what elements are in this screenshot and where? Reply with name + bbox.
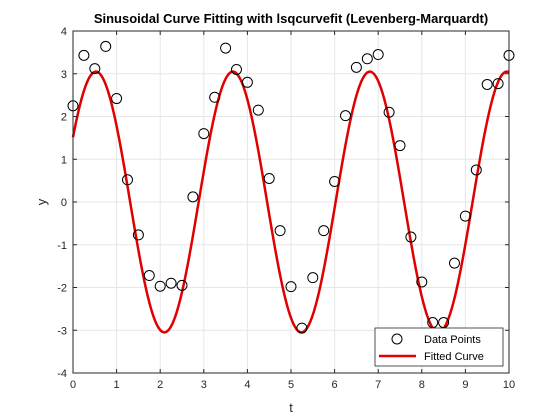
- y-tick-label: -2: [57, 283, 67, 295]
- data-point: [383, 106, 395, 118]
- data-point: [231, 63, 242, 75]
- x-tick-label: 1: [114, 379, 120, 391]
- data-point: [154, 280, 166, 292]
- data-point: [252, 104, 264, 116]
- x-tick-label: 2: [157, 379, 163, 391]
- data-point: [449, 257, 460, 269]
- x-tick-label: 10: [503, 379, 515, 391]
- legend: Data Points Fitted Curve: [374, 327, 504, 367]
- x-tick-label: 0: [70, 379, 76, 391]
- legend-label-data-points: Data Points: [424, 334, 481, 346]
- axis-ticks: [72, 30, 510, 374]
- x-tick-label: 9: [462, 379, 468, 391]
- y-axis-title: y: [34, 198, 49, 205]
- data-point: [438, 317, 450, 329]
- data-point: [427, 317, 439, 329]
- tick-labels: 0 1 2 3 4 5 6 7 8 9 10 -4 -3 -2 -1 0 1 2 3 4: [57, 26, 515, 391]
- data-point: [100, 40, 112, 52]
- data-point: [198, 128, 210, 140]
- data-point: [274, 225, 286, 237]
- data-point: [220, 42, 232, 54]
- data-point: [394, 140, 406, 152]
- data-point: [340, 110, 351, 122]
- data-point: [176, 279, 188, 291]
- x-tick-label: 4: [244, 379, 250, 391]
- legend-marker-data-points: [391, 333, 403, 345]
- data-point: [470, 164, 482, 176]
- data-point: [307, 272, 319, 284]
- x-axis-title: t: [289, 400, 293, 415]
- data-point: [165, 277, 177, 289]
- data-point: [361, 53, 373, 65]
- data-point: [143, 270, 155, 282]
- x-tick-label: 6: [332, 379, 338, 391]
- data-point: [296, 322, 308, 334]
- data-point: [78, 49, 90, 61]
- data-point: [350, 61, 362, 73]
- x-tick-label: 5: [288, 379, 294, 391]
- y-tick-label: -4: [57, 368, 67, 380]
- data-point: [241, 76, 253, 88]
- data-point: [405, 231, 417, 243]
- data-point: [122, 174, 133, 186]
- data-point: [111, 93, 123, 105]
- data-point: [372, 49, 384, 61]
- x-tick-label: 8: [419, 379, 425, 391]
- data-point: [187, 191, 199, 203]
- data-point: [318, 225, 330, 237]
- grid: [73, 31, 509, 373]
- data-point: [209, 91, 221, 103]
- x-tick-label: 7: [375, 379, 381, 391]
- data-point: [329, 175, 341, 187]
- data-point: [481, 78, 493, 90]
- y-tick-label: 1: [61, 154, 67, 166]
- y-tick-label: 3: [61, 69, 67, 81]
- chart-title: Sinusoidal Curve Fitting with lsqcurvefi…: [94, 11, 488, 26]
- data-point: [459, 210, 471, 222]
- legend-label-fitted-curve: Fitted Curve: [424, 351, 484, 363]
- y-tick-label: -1: [57, 240, 67, 252]
- data-point: [416, 276, 428, 288]
- y-tick-label: 4: [61, 26, 67, 38]
- data-point: [492, 78, 504, 90]
- data-point: [132, 229, 144, 241]
- x-tick-label: 3: [201, 379, 207, 391]
- y-tick-label: 2: [61, 112, 67, 124]
- data-points-layer: [67, 40, 515, 334]
- data-point: [285, 281, 297, 293]
- data-point: [89, 63, 101, 75]
- y-tick-label: 0: [61, 197, 67, 209]
- data-point: [263, 172, 275, 184]
- y-tick-label: -3: [57, 325, 67, 337]
